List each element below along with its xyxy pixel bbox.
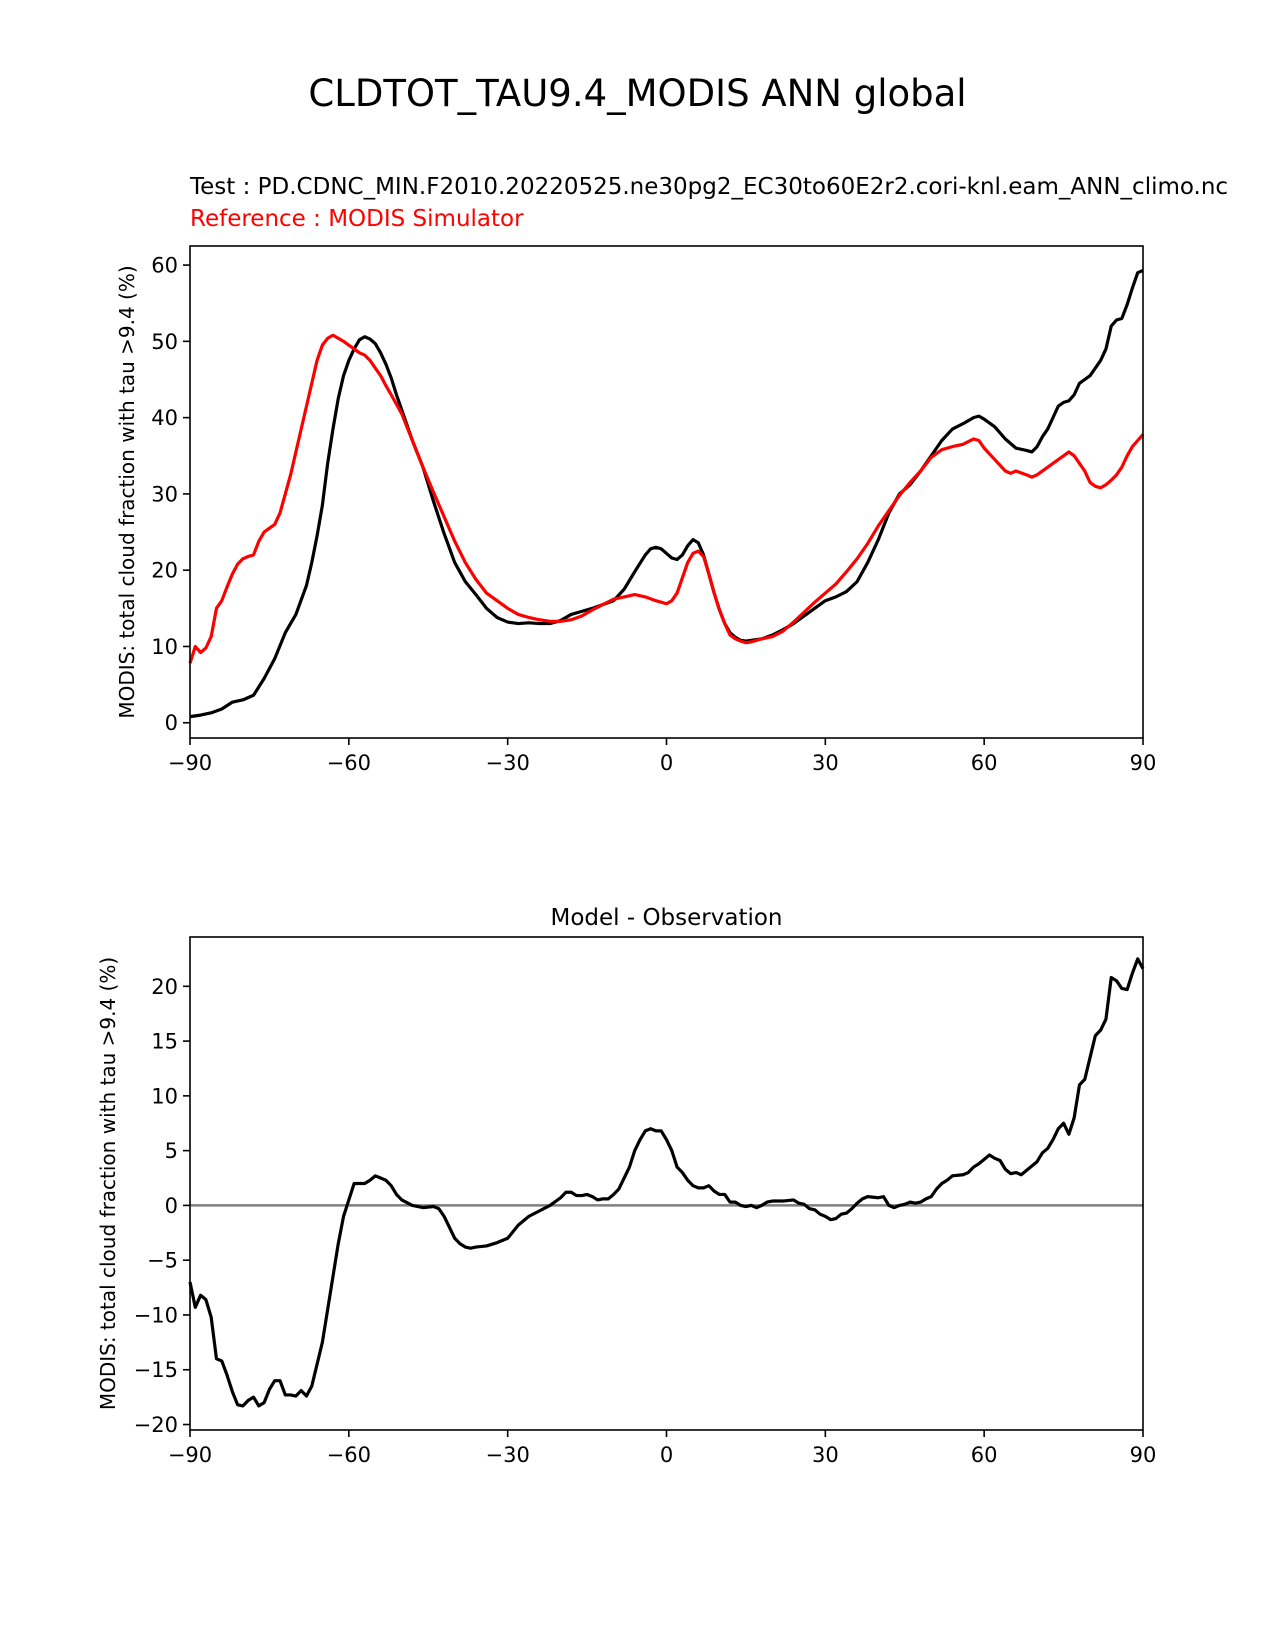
series-line-1 xyxy=(188,333,1145,664)
y-tick-label: 5 xyxy=(165,1139,178,1163)
y-tick-label: 10 xyxy=(151,1084,178,1108)
y-tick-label: 50 xyxy=(151,330,178,354)
y-axis-label: MODIS: total cloud fraction with tau >9.… xyxy=(115,265,139,718)
y-tick-label: −5 xyxy=(147,1249,178,1273)
y-tick-label: −20 xyxy=(134,1413,178,1437)
x-tick-label: 30 xyxy=(812,1443,839,1467)
x-tick-label: 90 xyxy=(1130,751,1157,775)
y-tick-label: 0 xyxy=(165,711,178,735)
y-tick-label: 40 xyxy=(151,406,178,430)
y-tick-label: −15 xyxy=(134,1358,178,1382)
y-axis-label: MODIS: total cloud fraction with tau >9.… xyxy=(96,957,120,1410)
x-tick-label: 60 xyxy=(971,751,998,775)
y-tick-label: 15 xyxy=(151,1030,178,1054)
difference-panel: −90 −60 −30 0 30 60 90 −20 −15 −10 −5 0 5 10 15 20 MODIS… xyxy=(96,905,1156,1467)
series-line-0 xyxy=(189,268,1144,719)
y-tick-label: 20 xyxy=(151,975,178,999)
top-panel: −90 −60 −30 0 30 60 90 0 10 20 30 40 50 60 MODIS: tota… xyxy=(115,245,1157,775)
y-tick-label: −10 xyxy=(134,1303,178,1327)
y-tick-label: 10 xyxy=(151,635,178,659)
x-tick-label: −90 xyxy=(168,751,212,775)
y-tick-label: 20 xyxy=(151,559,178,583)
figure-title: CLDTOT_TAU9.4_MODIS ANN global xyxy=(308,72,967,115)
test-subtitle: Test : PD.CDNC_MIN.F2010.20220525.ne30pg… xyxy=(190,174,1229,200)
axes-frame xyxy=(189,936,1144,1431)
x-tick-label: 90 xyxy=(1130,1443,1157,1467)
reference-subtitle: Reference : MODIS Simulator xyxy=(190,206,524,232)
x-tick-label: −60 xyxy=(327,751,371,775)
series-line-0 xyxy=(188,957,1145,1408)
y-tick-label: 30 xyxy=(151,482,178,506)
x-tick-label: 0 xyxy=(660,751,673,775)
x-tick-label: −60 xyxy=(327,1443,371,1467)
x-tick-label: 0 xyxy=(660,1443,673,1467)
x-tick-label: −90 xyxy=(168,1443,212,1467)
y-tick-label: 60 xyxy=(151,254,178,278)
x-tick-label: 60 xyxy=(971,1443,998,1467)
axes-frame xyxy=(189,245,1144,739)
y-tick-label: 0 xyxy=(165,1194,178,1218)
x-tick-label: −30 xyxy=(486,751,530,775)
x-tick-label: 30 xyxy=(812,751,839,775)
x-tick-label: −30 xyxy=(486,1443,530,1467)
panel-title: Model - Observation xyxy=(550,905,782,931)
